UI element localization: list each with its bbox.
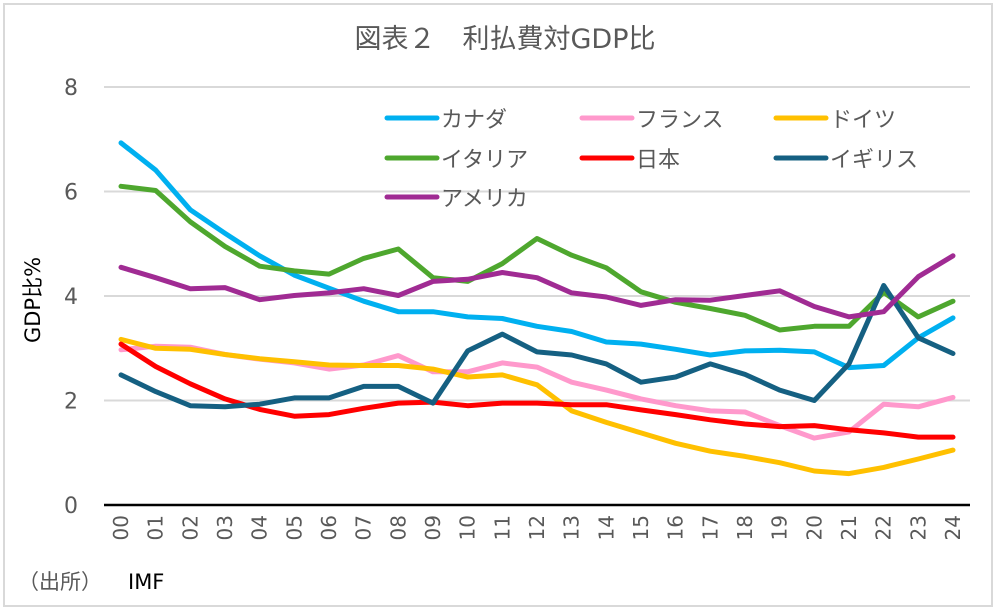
x-tick-label: 12 [525, 515, 549, 540]
x-tick-label: 18 [733, 515, 757, 540]
series-line-アメリカ [118, 253, 956, 320]
x-tick-label: 05 [282, 515, 306, 540]
x-tick-label: 16 [664, 515, 688, 540]
legend-label: フランス [636, 108, 724, 133]
series-line-日本 [118, 341, 956, 440]
legend-label: イギリス [830, 148, 918, 173]
x-tick-label: 02 [178, 515, 202, 540]
x-tick-label: 11 [490, 515, 514, 540]
y-tick-label: 8 [64, 76, 78, 101]
legend-item: イギリス [773, 148, 918, 173]
x-tick-label: 01 [144, 515, 168, 540]
chart-title: 図表２ 利払費対GDP比 [355, 24, 656, 55]
x-tick-label: 15 [629, 515, 653, 540]
y-tick-label: 2 [64, 390, 78, 415]
x-tick-label: 09 [421, 515, 445, 540]
y-tick-label: 4 [64, 285, 78, 310]
source-prefix: （出所） [18, 570, 102, 594]
series-line-ドイツ [118, 336, 956, 477]
legend-label: カナダ [441, 108, 507, 133]
legend-label: 日本 [636, 148, 680, 173]
legend-item: カナダ [384, 108, 507, 133]
x-tick-label: 03 [213, 515, 237, 540]
x-tick-label: 21 [837, 515, 861, 540]
x-tick-label: 20 [802, 515, 826, 540]
x-tick-label: 04 [248, 515, 272, 540]
x-tick-label: 00 [109, 515, 133, 540]
legend-label: ドイツ [830, 108, 896, 133]
x-tick-label: 17 [698, 515, 722, 540]
y-axis-label: GDP比% [21, 257, 45, 343]
series-line-イタリア [118, 183, 956, 333]
legend-label: アメリカ [441, 187, 528, 212]
legend-item: 日本 [579, 148, 680, 173]
x-axis-ticks: 00 01 02 03 04 05 06 07 08 09 10 11 12 13 14 15 16 17 18 19… [109, 515, 965, 540]
x-tick-label: 23 [906, 515, 930, 540]
x-tick-label: 10 [456, 515, 480, 540]
series-line-イギリス [118, 283, 956, 410]
x-tick-label: 06 [317, 515, 341, 540]
x-tick-label: 07 [352, 515, 376, 540]
y-tick-label: 6 [64, 181, 78, 206]
legend-item: フランス [579, 108, 724, 133]
x-tick-label: 24 [941, 515, 965, 540]
legend-item: ドイツ [773, 108, 896, 133]
y-axis-ticks: 0 2 4 6 8 [64, 76, 78, 519]
chart-frame [3, 3, 993, 607]
y-tick-label: 0 [64, 494, 78, 519]
x-tick-label: 13 [560, 515, 584, 540]
x-tick-label: 08 [386, 515, 410, 540]
source-name: IMF [128, 570, 164, 594]
legend-label: イタリア [441, 148, 528, 173]
series-lines [118, 140, 956, 477]
x-tick-label: 14 [594, 515, 618, 540]
legend-item: アメリカ [384, 187, 528, 212]
series-line-カナダ [118, 140, 956, 371]
x-tick-label: 19 [768, 515, 792, 540]
legend-item: イタリア [384, 148, 528, 173]
x-tick-label: 22 [872, 515, 896, 540]
